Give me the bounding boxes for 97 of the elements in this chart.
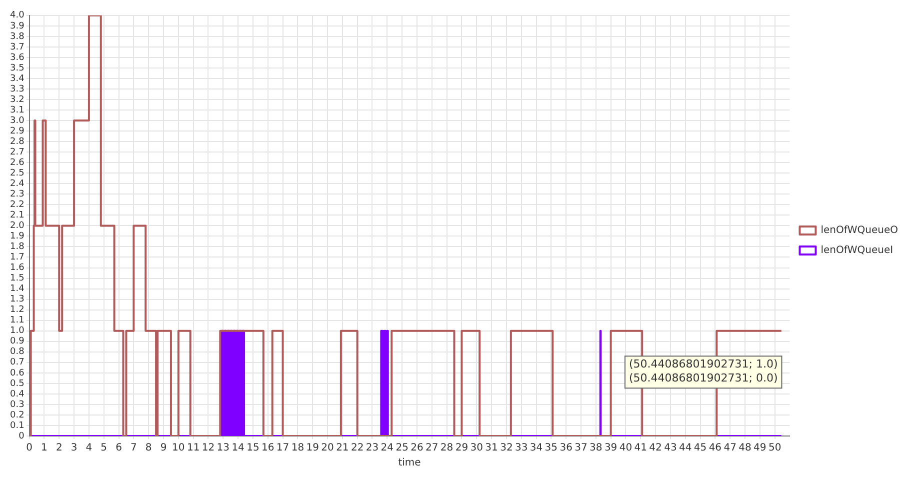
x-tick-label: 27 bbox=[426, 442, 438, 454]
x-tick-label: 32 bbox=[500, 442, 513, 454]
y-tick-label: 0.3 bbox=[10, 400, 24, 410]
y-tick-label: 0.7 bbox=[10, 358, 24, 368]
x-tick-label: 41 bbox=[634, 442, 647, 454]
y-tick-label: 3.7 bbox=[10, 42, 24, 52]
x-tick-label: 29 bbox=[455, 442, 468, 454]
y-tick-label: 2.5 bbox=[10, 168, 24, 178]
legend-label: lenOfWQueueO bbox=[820, 225, 898, 236]
x-tick-label: 10 bbox=[172, 442, 185, 454]
y-tick-label: 3.9 bbox=[10, 21, 25, 32]
y-tick-label: 1.5 bbox=[10, 274, 24, 284]
x-tick-label: 31 bbox=[485, 442, 498, 454]
y-tick-label: 3.8 bbox=[10, 32, 25, 42]
x-tick-label: 20 bbox=[321, 442, 334, 454]
y-tick-label: 0.9 bbox=[10, 336, 25, 347]
y-tick-label: 3.5 bbox=[10, 63, 24, 74]
x-tick-label: 36 bbox=[560, 442, 572, 454]
x-tick-label: 50 bbox=[768, 442, 782, 454]
x-tick-label: 11 bbox=[186, 442, 200, 454]
y-tick-label: 4.0 bbox=[10, 10, 25, 21]
x-tick-label: 16 bbox=[262, 442, 274, 454]
x-tick-label: 12 bbox=[202, 442, 215, 454]
y-tick-label: 2.1 bbox=[10, 210, 24, 221]
x-tick-label: 21 bbox=[336, 442, 349, 454]
y-tick-label: 1.6 bbox=[10, 263, 25, 274]
x-tick-label: 35 bbox=[544, 442, 558, 454]
x-tick-label: 19 bbox=[306, 442, 319, 454]
y-tick-label: 3.6 bbox=[10, 52, 25, 63]
y-tick-label: 1.4 bbox=[10, 284, 25, 294]
y-tick-label: 0.4 bbox=[10, 389, 25, 400]
x-tick-label: 30 bbox=[470, 442, 483, 454]
x-tick-label: 13 bbox=[216, 442, 230, 454]
y-tick-label: 3.2 bbox=[10, 94, 24, 105]
x-tick-label: 39 bbox=[604, 442, 618, 454]
y-tick-label: 0.2 bbox=[10, 410, 24, 420]
x-tick-label: 22 bbox=[350, 442, 364, 454]
annotation: (50.44086801902731; 1.0) bbox=[628, 357, 778, 370]
x-tick-label: 7 bbox=[130, 442, 137, 454]
x-tick-label: 28 bbox=[440, 442, 454, 454]
y-tick-label: 3.3 bbox=[10, 84, 24, 94]
x-tick-label: 8 bbox=[145, 442, 152, 454]
x-tick-label: 23 bbox=[366, 442, 379, 454]
y-tick-label: 2.0 bbox=[10, 221, 25, 232]
y-tick-label: 2.3 bbox=[10, 190, 24, 200]
x-tick-label: 37 bbox=[574, 442, 588, 454]
y-tick-label: 2.7 bbox=[10, 147, 24, 158]
y-tick-label: 0.1 bbox=[10, 420, 24, 431]
x-tick-label: 46 bbox=[708, 442, 722, 454]
x-tick-label: 4 bbox=[86, 442, 92, 454]
x-tick-label: 15 bbox=[246, 442, 260, 454]
x-tick-label: 38 bbox=[590, 442, 602, 454]
x-tick-label: 34 bbox=[530, 442, 543, 454]
x-tick-label: 24 bbox=[380, 442, 394, 454]
y-tick-label: 0.8 bbox=[10, 347, 25, 358]
y-tick-label: 2.9 bbox=[10, 126, 25, 136]
y-tick-label: 2.4 bbox=[10, 178, 25, 189]
y-tick-label: 1.9 bbox=[10, 232, 25, 242]
x-tick-label: 9 bbox=[160, 442, 167, 454]
y-tick-label: 1.8 bbox=[10, 242, 25, 252]
x-tick-label: 33 bbox=[514, 442, 528, 454]
x-tick-label: 26 bbox=[410, 442, 424, 454]
y-tick-label: 1.2 bbox=[10, 305, 24, 316]
x-tick-label: 0 bbox=[26, 442, 32, 454]
y-tick-label: 3.1 bbox=[10, 105, 24, 116]
x-tick-label: 17 bbox=[276, 442, 290, 454]
y-tick-label: 2.2 bbox=[10, 200, 24, 210]
y-tick-label: 1.7 bbox=[10, 252, 24, 263]
x-tick-label: 3 bbox=[70, 442, 78, 454]
x-tick-label: 14 bbox=[232, 442, 244, 454]
y-tick-label: 1.1 bbox=[10, 316, 24, 326]
legend-label: lenOfWQueueI bbox=[820, 245, 894, 256]
x-tick-label: 5 bbox=[100, 442, 108, 454]
x-tick-label: 49 bbox=[754, 442, 766, 454]
x-tick-label: 18 bbox=[291, 442, 304, 454]
y-tick-label: 0 bbox=[18, 431, 25, 442]
y-tick-label: 2.6 bbox=[10, 158, 25, 168]
x-tick-label: 42 bbox=[649, 442, 662, 454]
x-tick-label: 47 bbox=[724, 442, 736, 454]
y-tick-label: 0.6 bbox=[10, 368, 25, 378]
annotation: (50.44086801902731; 0.0) bbox=[628, 371, 778, 384]
x-tick-label: 25 bbox=[396, 442, 408, 454]
x-tick-label: 40 bbox=[619, 442, 632, 454]
y-tick-label: 3.0 bbox=[10, 116, 25, 126]
y-tick-label: 0.5 bbox=[10, 378, 24, 389]
y-tick-label: 3.4 bbox=[10, 74, 25, 84]
x-axis-title: time bbox=[398, 458, 421, 469]
y-tick-label: 2.8 bbox=[10, 136, 25, 147]
x-tick-label: 44 bbox=[678, 442, 692, 454]
x-tick-label: 6 bbox=[116, 442, 122, 454]
x-tick-label: 48 bbox=[738, 442, 752, 454]
x-tick-label: 2 bbox=[56, 442, 62, 454]
y-tick-label: 1.0 bbox=[10, 326, 25, 336]
x-tick-label: 43 bbox=[664, 442, 677, 454]
y-tick-label: 1.3 bbox=[10, 294, 24, 305]
x-tick-label: 1 bbox=[41, 442, 48, 454]
x-tick-label: 45 bbox=[694, 442, 707, 454]
